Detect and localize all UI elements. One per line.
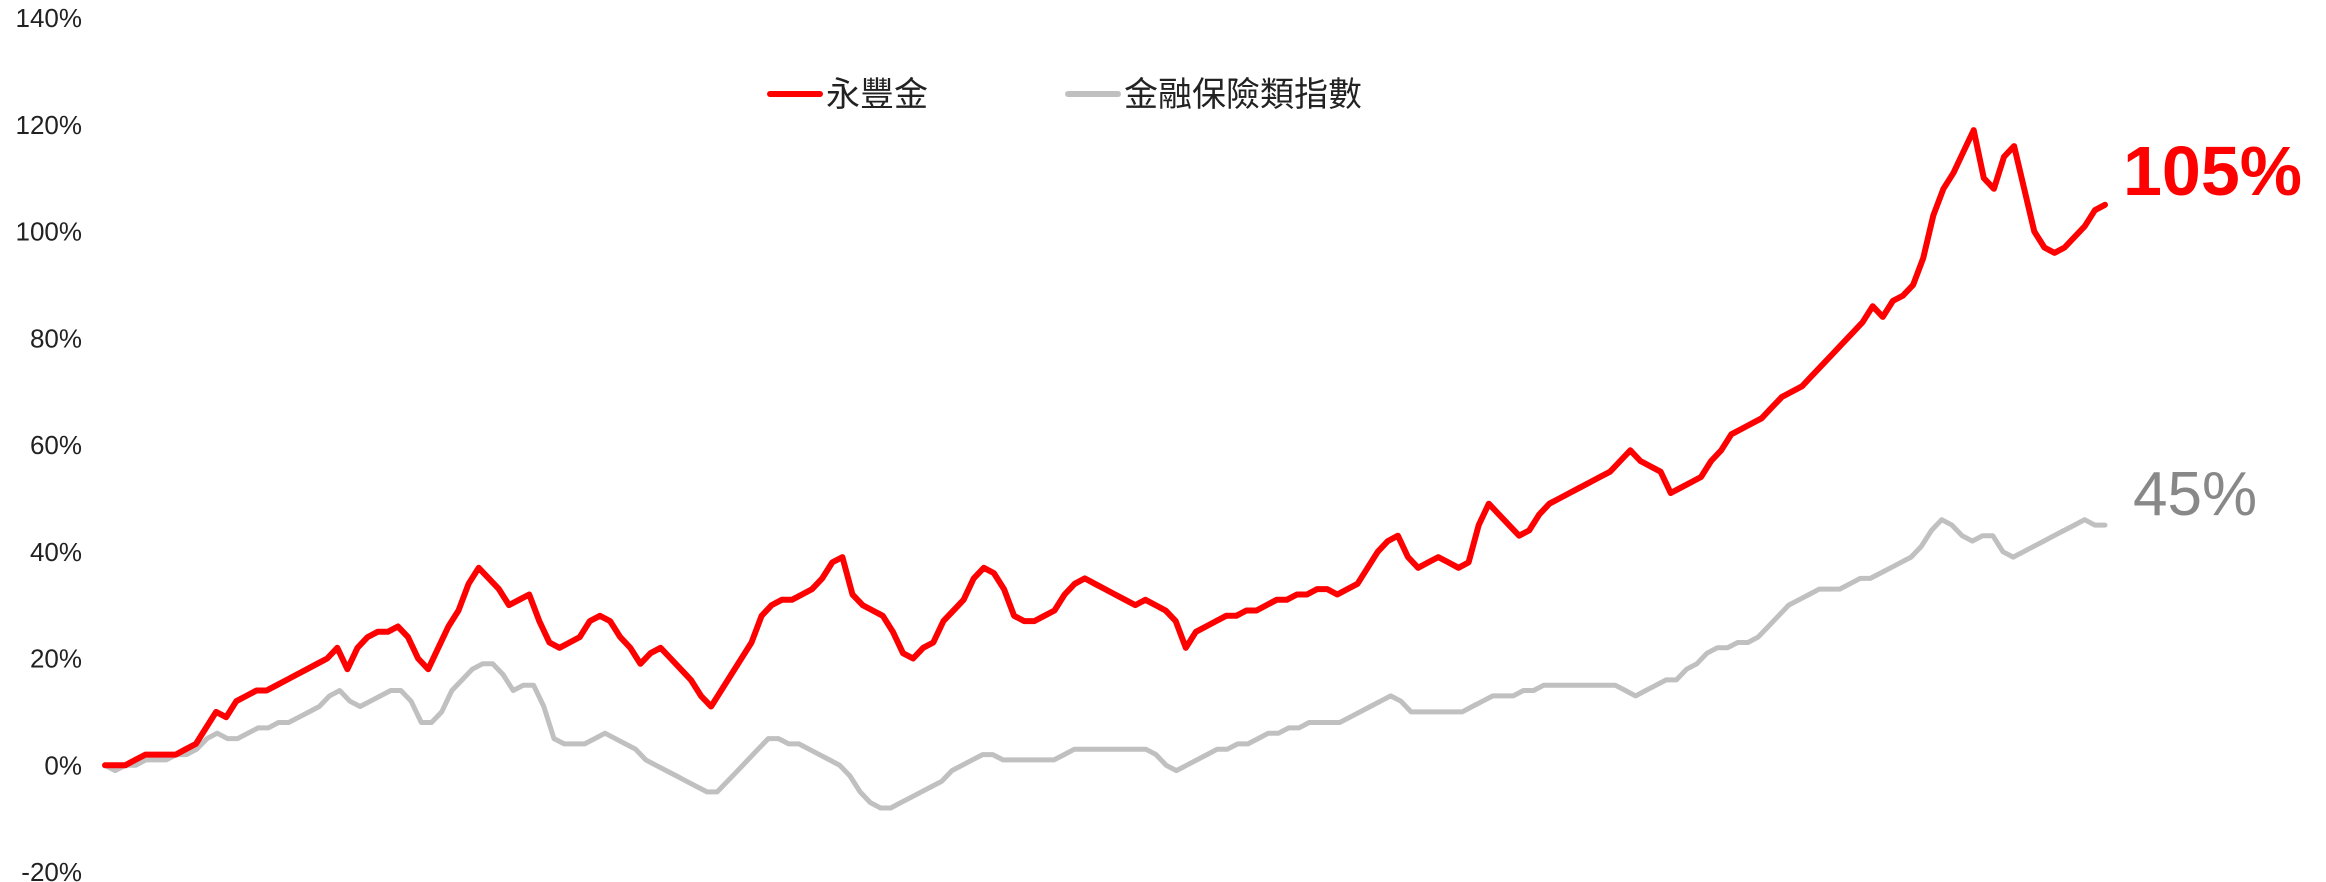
series-line-sinopac xyxy=(102,127,2108,769)
end-label-financial-index: 45% xyxy=(2133,460,2257,529)
legend: 永豐金 金融保險類指數 xyxy=(767,75,1362,115)
end-label-sinopac: 105% xyxy=(2123,132,2302,210)
y-tick-label: -20% xyxy=(21,857,82,882)
legend-label-financial-index: 金融保險類指數 xyxy=(1124,75,1362,115)
legend-label-sinopac: 永豐金 xyxy=(826,75,928,115)
y-tick-label: 0% xyxy=(44,750,82,780)
y-tick-label: 140% xyxy=(16,3,83,33)
y-tick-label: 100% xyxy=(16,217,83,247)
y-tick-label: 40% xyxy=(30,537,82,567)
y-axis-tick-labels: 140% 120% 100% 80% 60% 40% 20% 0% -20% xyxy=(16,3,83,882)
y-tick-label: 120% xyxy=(16,110,83,140)
y-tick-label: 20% xyxy=(30,644,82,674)
y-tick-label: 60% xyxy=(30,430,82,460)
series-line-financial-index xyxy=(102,517,2108,811)
series-lines xyxy=(102,127,2108,811)
y-tick-label: 80% xyxy=(30,323,82,353)
